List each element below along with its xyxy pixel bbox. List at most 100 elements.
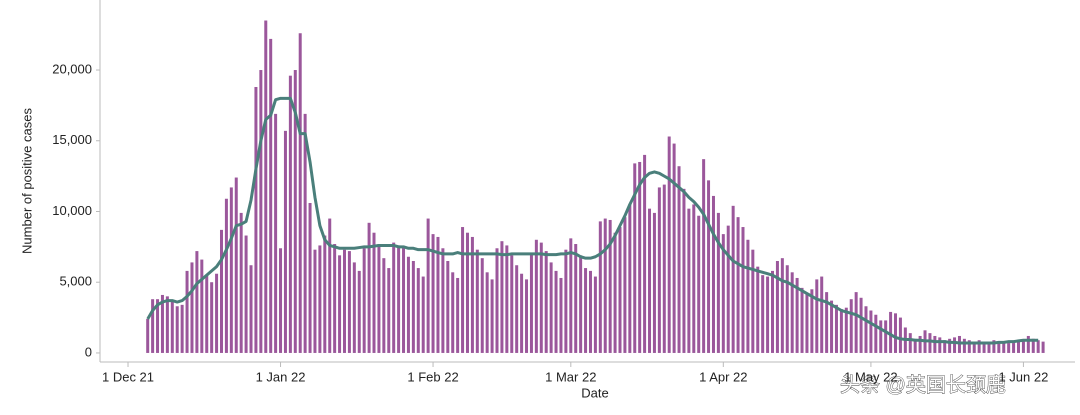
bar xyxy=(249,265,253,353)
bar xyxy=(894,313,898,353)
bar xyxy=(549,262,553,353)
x-tick-label: 1 Jun 22 xyxy=(998,369,1048,384)
bar xyxy=(766,276,770,353)
bar xyxy=(160,294,164,353)
bar xyxy=(293,70,297,353)
bar xyxy=(662,184,666,353)
bar xyxy=(859,297,863,353)
bar xyxy=(633,163,637,353)
bar xyxy=(736,217,740,353)
bar xyxy=(780,258,784,353)
bar xyxy=(210,282,214,353)
bar xyxy=(554,270,558,353)
bar xyxy=(657,187,661,353)
bar xyxy=(436,236,440,353)
bar xyxy=(520,273,524,353)
bar xyxy=(490,279,494,353)
bar xyxy=(588,270,592,353)
bar xyxy=(529,252,533,353)
bar xyxy=(475,249,479,353)
bar xyxy=(446,260,450,353)
bar xyxy=(775,260,779,353)
bar xyxy=(652,212,656,353)
bar xyxy=(525,279,529,353)
bar xyxy=(175,306,179,353)
x-axis-title: Date xyxy=(581,385,608,400)
bar xyxy=(279,248,283,353)
bar xyxy=(362,248,366,353)
bar xyxy=(234,177,238,353)
bar xyxy=(598,221,602,353)
bar xyxy=(741,227,745,353)
bar xyxy=(406,256,410,353)
bar xyxy=(224,198,228,353)
bar xyxy=(687,208,691,353)
bar xyxy=(849,299,853,353)
bar xyxy=(308,202,312,353)
bar xyxy=(908,333,912,353)
bar xyxy=(180,304,184,353)
bar xyxy=(972,341,976,353)
bar xyxy=(431,234,435,353)
bar xyxy=(347,251,351,353)
y-tick-label: 5,000 xyxy=(59,274,92,289)
bar xyxy=(692,204,696,353)
bar xyxy=(274,113,278,353)
bar xyxy=(397,245,401,353)
bar xyxy=(721,234,725,353)
bar xyxy=(854,292,858,353)
bar xyxy=(377,244,381,353)
bar xyxy=(215,273,219,353)
bar xyxy=(810,289,814,353)
bar xyxy=(269,38,273,353)
bar xyxy=(648,208,652,353)
bar xyxy=(539,242,543,353)
bar xyxy=(465,232,469,353)
bar xyxy=(564,249,568,353)
bar xyxy=(495,248,499,353)
bar xyxy=(938,337,942,353)
bar xyxy=(313,249,317,353)
bar xyxy=(884,320,888,353)
bar xyxy=(643,154,647,353)
bar xyxy=(387,268,391,353)
bar xyxy=(352,262,356,353)
bar xyxy=(500,241,504,353)
bar xyxy=(997,341,1001,353)
bar xyxy=(485,272,489,353)
bar xyxy=(1041,341,1045,353)
bar xyxy=(913,338,917,353)
bar xyxy=(844,307,848,353)
bar xyxy=(800,287,804,353)
bar xyxy=(830,300,834,353)
bar xyxy=(628,204,632,353)
bar xyxy=(608,219,612,353)
bar xyxy=(505,245,509,353)
bar xyxy=(357,270,361,353)
bar xyxy=(820,276,824,353)
bar xyxy=(702,159,706,353)
bar xyxy=(170,300,174,353)
bar xyxy=(933,335,937,353)
bar xyxy=(879,320,883,353)
bar xyxy=(515,265,519,353)
bar xyxy=(1026,335,1030,353)
bar xyxy=(864,306,868,353)
bar xyxy=(239,212,243,353)
bar xyxy=(259,70,263,353)
bar xyxy=(298,33,302,353)
bar xyxy=(382,258,386,353)
bar xyxy=(342,249,346,353)
y-axis-title: Number of positive cases xyxy=(19,108,34,254)
bar xyxy=(441,248,445,353)
x-tick-label: 1 Jan 22 xyxy=(256,369,306,384)
bar xyxy=(834,304,838,353)
bar xyxy=(328,218,332,353)
bar xyxy=(790,272,794,353)
bar xyxy=(746,239,750,353)
bar xyxy=(156,299,160,353)
bar xyxy=(283,130,287,353)
bar xyxy=(451,272,455,353)
bar xyxy=(603,218,607,353)
bar xyxy=(898,317,902,353)
